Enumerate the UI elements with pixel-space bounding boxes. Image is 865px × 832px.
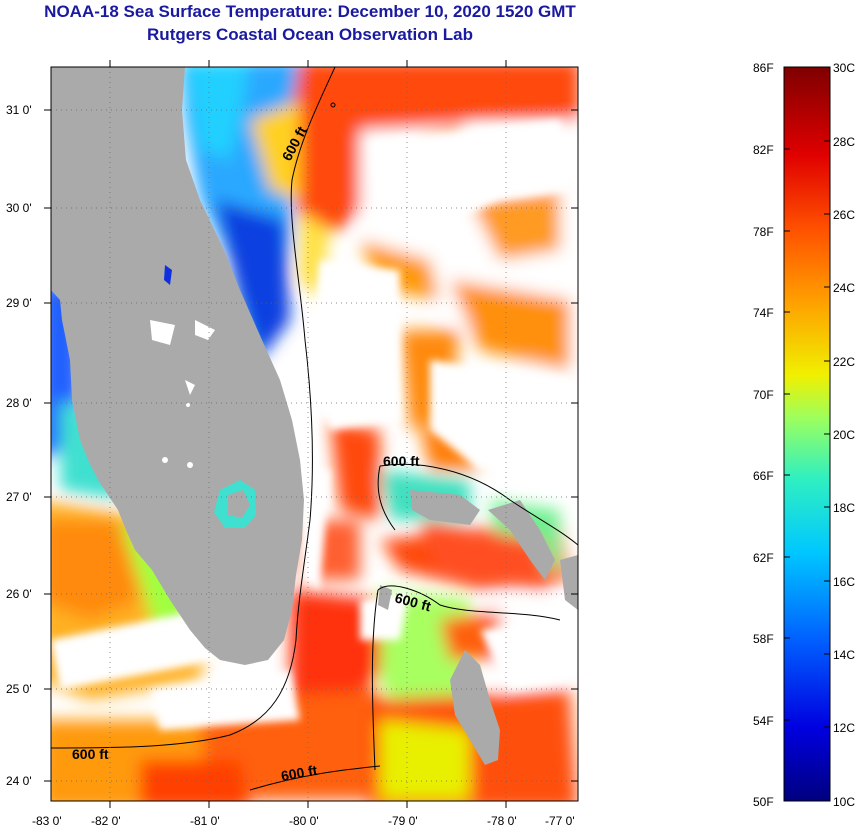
cuba-land (51, 801, 578, 812)
colorbar-f-62: 62F (753, 551, 774, 565)
colorbar-c-30: 30C (833, 61, 856, 75)
lon-label-77: -77 0' (545, 814, 575, 828)
colorbar-c-14: 14C (833, 648, 856, 662)
map-subtitle: Rutgers Coastal Ocean Observation Lab (147, 25, 473, 44)
colorbar-f-70: 70F (753, 388, 774, 402)
lon-label-81: -81 0' (190, 814, 220, 828)
lat-label-27: 27 0' (6, 490, 32, 504)
lat-label-31: 31 0' (6, 103, 32, 117)
colorbar-c-18: 18C (833, 501, 856, 515)
colorbar-c-28: 28C (833, 135, 856, 149)
colorbar-c-16: 16C (833, 575, 856, 589)
lat-label-25: 25 0' (6, 682, 32, 696)
lon-label-80: -80 0' (289, 814, 319, 828)
colorbar-c-22: 22C (833, 355, 856, 369)
colorbar-c-20: 20C (833, 428, 856, 442)
lat-label-28: 28 0' (6, 396, 32, 410)
cloud-patches (51, 120, 570, 730)
lon-label-79: -79 0' (388, 814, 418, 828)
colorbar-c-12: 12C (833, 721, 856, 735)
lat-label-29: 29 0' (6, 296, 32, 310)
colorbar-f-66: 66F (753, 469, 774, 483)
lat-label-30: 30 0' (6, 201, 32, 215)
colorbar-f-74: 74F (753, 306, 774, 320)
lon-label-83: -83 0' (32, 814, 62, 828)
colorbar-f-54: 54F (753, 714, 774, 728)
lon-label-82: -82 0' (91, 814, 121, 828)
bahamas-land (450, 650, 500, 765)
isobath-600ft (51, 67, 578, 791)
colorbar-f-58: 58F (753, 632, 774, 646)
lat-label-24: 24 0' (6, 774, 32, 788)
colorbar-c-24: 24C (833, 281, 856, 295)
colorbar-c-10: 10C (833, 795, 856, 809)
lon-label-78: -78 0' (487, 814, 517, 828)
contour-label-keys: 600 ft (72, 746, 109, 762)
colorbar-ticks (784, 140, 830, 728)
colorbar-f-78: 78F (753, 225, 774, 239)
map-frame (50, 66, 579, 802)
map-title: NOAA-18 Sea Surface Temperature: Decembe… (44, 2, 576, 21)
lat-label-26: 26 0' (6, 587, 32, 601)
colorbar (783, 66, 831, 802)
contour-label-bahamas: 600 ft (383, 453, 420, 469)
contour-label-south: 600 ft (280, 762, 319, 784)
colorbar-c-26: 26C (833, 208, 856, 222)
axis-ticks (44, 60, 578, 808)
colorbar-f-50: 50F (753, 795, 774, 809)
colorbar-f-86: 86F (753, 61, 774, 75)
colorbar-f-82: 82F (753, 143, 774, 157)
